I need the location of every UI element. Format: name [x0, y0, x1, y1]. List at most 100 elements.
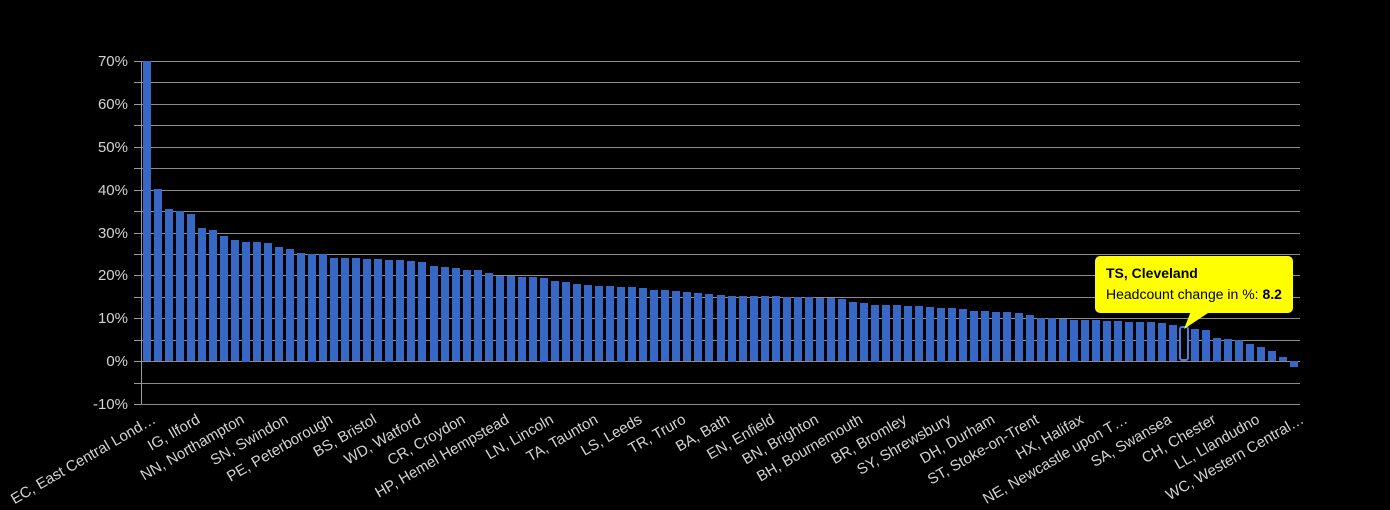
chart-bar[interactable] [1036, 318, 1045, 361]
chart-bar[interactable] [639, 288, 648, 361]
chart-bar[interactable] [539, 278, 548, 362]
chart-bar[interactable] [661, 290, 670, 361]
chart-bar[interactable] [341, 258, 350, 361]
chart-bar[interactable] [484, 273, 493, 361]
chart-bar[interactable] [760, 296, 769, 361]
chart-bar[interactable] [308, 254, 317, 362]
chart-bar[interactable] [1124, 322, 1133, 361]
chart-bar[interactable] [1279, 357, 1288, 361]
chart-bar[interactable] [473, 270, 482, 361]
chart-bar[interactable] [1025, 315, 1034, 361]
chart-bar[interactable] [859, 303, 868, 361]
chart-bar[interactable] [1069, 320, 1078, 362]
chart-bar[interactable] [252, 242, 261, 361]
chart-bar[interactable] [1102, 321, 1111, 361]
chart-bar[interactable] [1003, 312, 1012, 361]
chart-bar[interactable] [893, 305, 902, 361]
chart-bar[interactable] [937, 308, 946, 362]
chart-bar[interactable] [1135, 322, 1144, 361]
chart-bar[interactable] [727, 296, 736, 362]
chart-bar[interactable] [683, 292, 692, 361]
chart-bar[interactable] [672, 291, 681, 361]
chart-bar[interactable] [1257, 347, 1266, 361]
chart-bar[interactable] [970, 311, 979, 362]
chart-bar[interactable] [1113, 321, 1122, 361]
chart-bar[interactable] [1146, 322, 1155, 361]
chart-bar[interactable] [948, 308, 957, 361]
chart-bar[interactable] [440, 267, 449, 361]
chart-bar[interactable] [142, 61, 151, 361]
chart-bar[interactable] [363, 259, 372, 361]
chart-bar[interactable] [1224, 339, 1233, 361]
chart-bar[interactable] [274, 247, 283, 361]
chart-bar[interactable] [694, 293, 703, 361]
chart-bar[interactable] [241, 242, 250, 362]
chart-bar[interactable] [848, 302, 857, 361]
chart-bar[interactable] [804, 297, 813, 361]
chart-bar[interactable] [1169, 325, 1178, 361]
chart-bar[interactable] [782, 297, 791, 361]
chart-bar[interactable] [396, 260, 405, 361]
chart-bar[interactable] [418, 262, 427, 361]
chart-bar[interactable] [561, 282, 570, 361]
chart-bar[interactable] [904, 306, 913, 361]
chart-bar[interactable] [595, 286, 604, 361]
chart-bar[interactable] [528, 277, 537, 361]
chart-bar[interactable] [1268, 351, 1277, 361]
chart-bar[interactable] [959, 309, 968, 361]
chart-bar[interactable] [705, 294, 714, 361]
chart-bar[interactable] [837, 299, 846, 361]
chart-bar[interactable] [374, 259, 383, 361]
chart-bar[interactable] [882, 305, 891, 361]
chart-bar[interactable] [153, 189, 162, 361]
chart-bar[interactable] [186, 214, 195, 361]
chart-bar[interactable] [749, 296, 758, 361]
chart-bar[interactable] [628, 287, 637, 361]
chart-bar[interactable] [462, 270, 471, 361]
chart-bar[interactable] [263, 243, 272, 361]
chart-bar[interactable] [164, 209, 173, 361]
chart-bar[interactable] [926, 307, 935, 361]
chart-bar[interactable] [815, 298, 824, 361]
chart-bar[interactable] [517, 277, 526, 361]
chart-bar[interactable] [1091, 320, 1100, 361]
chart-bar[interactable] [716, 295, 725, 361]
chart-bar[interactable] [1213, 338, 1222, 362]
chart-bar[interactable] [495, 276, 504, 361]
chart-bar[interactable] [573, 284, 581, 361]
chart-bar[interactable] [319, 254, 328, 361]
chart-bar[interactable] [826, 298, 835, 361]
chart-bar[interactable] [550, 281, 559, 361]
chart-bar[interactable] [407, 261, 416, 361]
chart-bar[interactable] [175, 211, 184, 361]
chart-bar[interactable] [429, 266, 438, 361]
chart-bar[interactable] [793, 297, 802, 361]
chart-bar[interactable] [230, 240, 239, 361]
chart-bar[interactable] [208, 230, 217, 361]
chart-bar[interactable] [1290, 361, 1299, 367]
chart-bar[interactable] [385, 260, 394, 362]
chart-bar[interactable] [1191, 329, 1200, 361]
chart-bar[interactable] [1058, 319, 1067, 361]
chart-bar[interactable] [1202, 330, 1211, 361]
chart-bar[interactable] [286, 249, 294, 361]
chart-bar[interactable] [584, 285, 593, 361]
chart-bar[interactable] [330, 258, 339, 361]
chart-bar[interactable] [871, 305, 880, 362]
chart-bar[interactable] [1158, 323, 1167, 361]
chart-bar[interactable] [297, 253, 306, 361]
chart-bar[interactable] [1014, 313, 1023, 361]
chart-bar[interactable] [981, 311, 990, 361]
chart-bar[interactable] [771, 296, 780, 361]
chart-bar[interactable] [506, 276, 515, 361]
chart-bar[interactable] [451, 268, 460, 361]
chart-bar[interactable] [617, 287, 626, 362]
chart-bar[interactable] [650, 290, 659, 362]
chart-bar[interactable] [1246, 344, 1255, 361]
chart-bar[interactable] [606, 286, 615, 361]
chart-bar[interactable] [915, 306, 924, 361]
chart-bar[interactable] [1235, 340, 1244, 361]
chart-bar[interactable] [352, 258, 361, 361]
chart-bar[interactable] [738, 296, 747, 361]
chart-bar[interactable] [219, 236, 228, 361]
